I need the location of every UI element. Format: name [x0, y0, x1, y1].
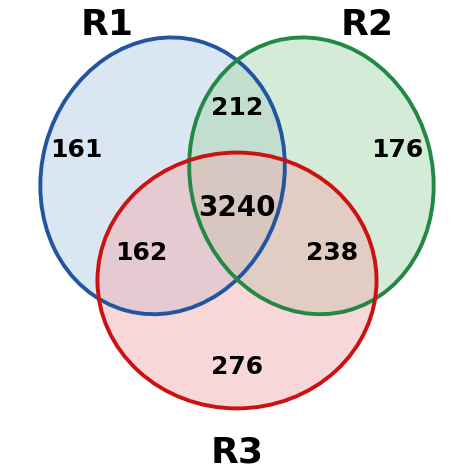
- Text: 3240: 3240: [198, 194, 276, 222]
- Text: R2: R2: [341, 8, 394, 42]
- Text: R3: R3: [210, 436, 264, 470]
- Text: 176: 176: [371, 138, 424, 162]
- Text: 161: 161: [50, 138, 103, 162]
- Text: 162: 162: [116, 241, 168, 264]
- Ellipse shape: [40, 37, 285, 314]
- Ellipse shape: [189, 37, 434, 314]
- Text: R1: R1: [80, 8, 133, 42]
- Ellipse shape: [98, 153, 376, 409]
- Text: 276: 276: [211, 355, 263, 379]
- Text: 238: 238: [306, 241, 358, 264]
- Text: 212: 212: [211, 96, 263, 120]
